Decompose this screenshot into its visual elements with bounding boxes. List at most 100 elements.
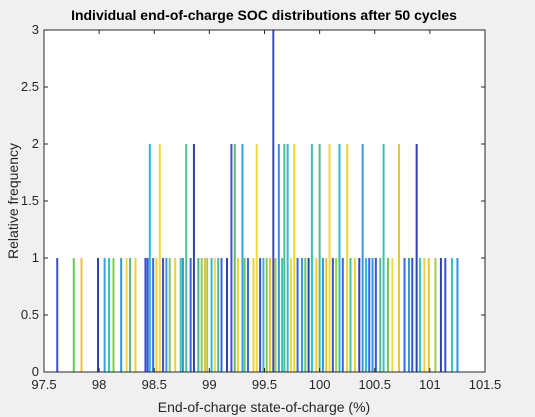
histogram-bar xyxy=(346,144,349,372)
histogram-bar xyxy=(189,258,192,372)
histogram-bar xyxy=(411,258,414,372)
histogram-bar xyxy=(112,258,115,372)
chart-title: Individual end-of-charge SOC distributio… xyxy=(71,7,457,23)
x-tick-label: 97.5 xyxy=(31,377,56,392)
histogram-bar xyxy=(310,144,313,372)
histogram-bar xyxy=(259,258,262,372)
histogram-bar xyxy=(103,258,106,372)
histogram-bar xyxy=(72,258,75,372)
histogram-bar xyxy=(444,258,447,372)
histogram-bar xyxy=(283,144,286,372)
histogram-bar xyxy=(241,144,244,372)
histogram-bar xyxy=(120,258,123,372)
histogram-bar xyxy=(97,258,100,372)
histogram-bar xyxy=(200,258,203,372)
histogram-bar xyxy=(427,258,430,372)
histogram-bar xyxy=(382,144,385,372)
histogram-bar xyxy=(434,258,437,372)
histogram-bar xyxy=(423,258,426,372)
x-tick-label: 101 xyxy=(419,377,441,392)
histogram-bar xyxy=(185,144,188,372)
histogram-bar xyxy=(368,258,371,372)
histogram-bar xyxy=(315,258,318,372)
histogram-bar xyxy=(341,258,344,372)
histogram-bar xyxy=(144,258,147,372)
histogram-bar xyxy=(374,258,377,372)
histogram-bar xyxy=(125,258,128,372)
histogram-bar xyxy=(165,258,168,372)
histogram-bar xyxy=(168,258,171,372)
y-tick-label: 1 xyxy=(32,250,39,265)
x-tick-label: 100.5 xyxy=(358,377,391,392)
histogram-bar xyxy=(456,258,459,372)
histogram-bar xyxy=(300,258,303,372)
histogram-bar xyxy=(252,258,255,372)
histogram-bar xyxy=(391,258,394,372)
histogram-bar xyxy=(328,144,331,372)
y-tick-label: 0.5 xyxy=(21,307,39,322)
histogram-bar xyxy=(213,258,216,372)
histogram-bar xyxy=(233,144,236,372)
histogram-bar xyxy=(398,144,400,372)
x-tick-label: 98.5 xyxy=(142,377,167,392)
histogram-bar xyxy=(152,258,155,372)
histogram-bar xyxy=(146,258,149,372)
histogram-bar xyxy=(321,258,324,372)
x-axis: 97.5 98 98.5 99 99.5 100 100.5 101 101.5 xyxy=(31,30,501,392)
histogram-bar xyxy=(179,258,182,372)
histogram-bar xyxy=(386,258,389,372)
histogram-bar xyxy=(358,258,361,372)
x-tick-label: 99 xyxy=(202,377,216,392)
histogram-bar xyxy=(262,258,265,372)
histogram-bar xyxy=(265,258,268,372)
histogram-bar xyxy=(158,144,161,372)
x-tick-label: 101.5 xyxy=(469,377,502,392)
histogram-bar xyxy=(439,258,442,372)
histogram-bar xyxy=(155,258,158,372)
y-tick-label: 2.5 xyxy=(21,79,39,94)
histogram-bar xyxy=(237,258,240,372)
histogram-bar xyxy=(325,258,328,372)
histogram-bar xyxy=(353,258,356,372)
histogram-bar xyxy=(197,258,200,372)
plot-area xyxy=(44,30,485,372)
histogram-bar xyxy=(318,144,321,372)
histogram-bar xyxy=(418,258,421,372)
histogram-bar xyxy=(192,144,195,372)
x-axis-label: End-of-charge state-of-charge (%) xyxy=(158,399,370,415)
y-axis: 0 0.5 1 1.5 2 2.5 3 xyxy=(21,22,485,379)
histogram-bar xyxy=(281,258,284,372)
histogram-bar xyxy=(210,258,213,372)
histogram-bar xyxy=(307,258,310,372)
histogram-bar xyxy=(272,30,275,372)
histogram-bar xyxy=(181,258,184,372)
histogram-bar xyxy=(206,258,209,372)
histogram-bar xyxy=(277,144,280,372)
histogram-bar xyxy=(331,258,334,372)
histogram-bar xyxy=(371,258,374,372)
bars-group xyxy=(56,30,459,372)
histogram-bar xyxy=(296,258,299,372)
histogram-bar xyxy=(403,258,406,372)
histogram-bar xyxy=(361,144,364,372)
histogram-bar xyxy=(338,144,341,372)
histogram-bar xyxy=(286,144,289,372)
x-tick-label: 99.5 xyxy=(252,377,277,392)
histogram-bar xyxy=(162,258,165,372)
histogram-bar xyxy=(304,258,307,372)
histogram-bar xyxy=(220,258,223,372)
histogram-bar xyxy=(174,258,177,372)
histogram-bar xyxy=(379,258,382,372)
x-tick-label: 98 xyxy=(92,377,106,392)
histogram-bar xyxy=(80,258,83,372)
histogram-bar xyxy=(129,258,131,372)
histogram-bar xyxy=(246,258,249,372)
histogram-bar xyxy=(226,258,229,372)
histogram-bar xyxy=(269,258,272,372)
histogram-bar xyxy=(364,258,367,372)
histogram-bar xyxy=(407,258,410,372)
histogram-bar xyxy=(349,258,352,372)
histogram-bar xyxy=(56,258,59,372)
y-axis-label: Relative frequency xyxy=(5,143,21,259)
